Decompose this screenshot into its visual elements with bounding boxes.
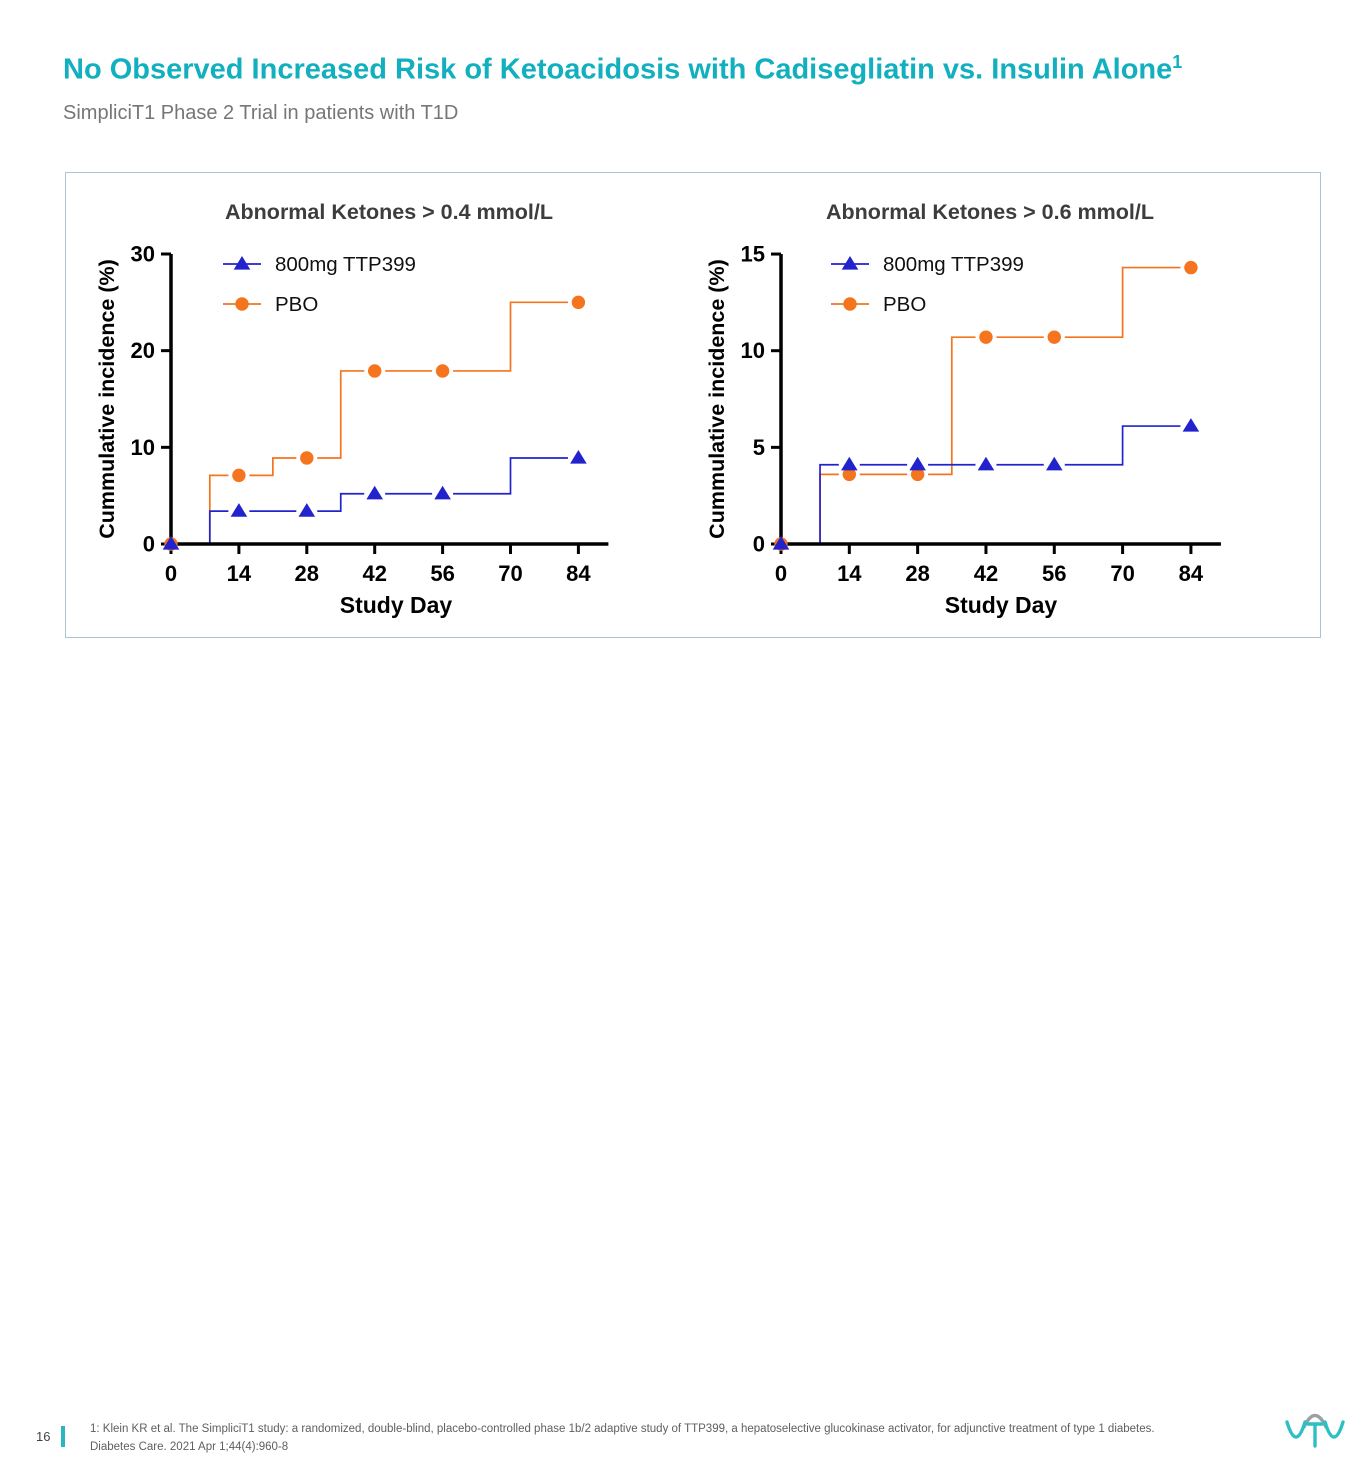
triangle-marker: [570, 449, 587, 464]
series-line-pbo: [781, 266, 1191, 545]
triangle-marker: [1182, 418, 1200, 432]
circle-marker: [842, 467, 857, 482]
triangle-marker: [434, 485, 451, 500]
series-line-800mg-ttp399: [781, 425, 1191, 545]
circle-marker: [979, 330, 993, 344]
page-number: 16: [36, 1429, 51, 1444]
legend-circle-marker: [843, 297, 857, 311]
circle-marker: [232, 468, 246, 483]
circle-marker: [910, 467, 925, 482]
y-tick-label: 30: [131, 241, 155, 266]
y-tick-label: 10: [741, 338, 765, 363]
y-tick-label: 20: [131, 338, 155, 363]
x-tick-label: 14: [227, 561, 252, 586]
legend-triangle-marker: [233, 256, 251, 270]
circle-marker: [435, 364, 450, 378]
slide-title: No Observed Increased Risk of Ketoacidos…: [63, 52, 1333, 87]
chart-ketones-0-6: 0 14 28 42 56 70 84 0 5 10 15 Abnormal Ketones > 0.…: [705, 200, 1221, 618]
slide-footer: 16 1: Klein KR et al. The SimpliciT1 stu…: [0, 700, 1365, 1453]
x-tick-label: 42: [362, 561, 386, 586]
accent-bar: [61, 1426, 65, 1447]
legend-label: 800mg TTP399: [883, 253, 1024, 276]
x-tick-label: 56: [430, 561, 454, 586]
y-axis-label: Cummulative incidence (%): [95, 259, 119, 539]
slide-subtitle: SimpliciT1 Phase 2 Trial in patients wit…: [63, 102, 459, 124]
chart-ketones-0-4: 0 14 28 42 56 70 84 0 10 20 30 Abnormal Ketones > 0…: [95, 200, 609, 618]
circle-marker: [1184, 260, 1198, 275]
series-line-800mg-ttp399: [171, 457, 579, 545]
triangle-marker: [366, 485, 383, 500]
x-tick-label: 28: [905, 561, 929, 586]
triangle-marker: [977, 456, 995, 471]
x-tick-label: 70: [1110, 561, 1134, 586]
circle-marker: [300, 451, 314, 465]
footnote-citation: 1: Klein KR et al. The SimpliciT1 study:…: [90, 1421, 1190, 1457]
triangle-marker: [298, 503, 316, 517]
x-tick-label: 70: [498, 561, 522, 586]
y-tick-label: 10: [131, 435, 155, 460]
triangle-marker: [1045, 456, 1063, 471]
legend-circle-marker: [235, 297, 249, 311]
y-tick-label: 15: [741, 242, 765, 267]
x-tick-label: 42: [974, 561, 998, 586]
x-tick-label: 84: [566, 561, 591, 586]
x-tick-label: 84: [1179, 561, 1204, 586]
x-tick-label: 14: [837, 561, 862, 586]
triangle-marker: [772, 536, 790, 550]
triangle-marker: [841, 456, 858, 471]
y-tick-label: 0: [143, 532, 155, 557]
triangle-marker: [162, 536, 180, 550]
y-tick-label: 5: [753, 435, 765, 460]
ketones-charts: 0 14 28 42 56 70 84 0 10 20 30 Abnormal Ketones > 0…: [95, 200, 1221, 618]
triangle-marker: [230, 503, 248, 517]
x-axis-label: Study Day: [945, 592, 1058, 618]
slide-title-footnote-ref: 1: [1172, 52, 1183, 72]
y-tick-label: 0: [753, 532, 765, 557]
footnote-line-1: 1: Klein KR et al. The SimpliciT1 study:…: [90, 1423, 1105, 1435]
circle-marker: [571, 295, 586, 310]
x-tick-label: 0: [775, 561, 787, 586]
x-tick-label: 56: [1042, 561, 1066, 586]
x-tick-label: 28: [295, 561, 319, 586]
legend-triangle-marker: [841, 256, 859, 270]
x-tick-label: 0: [165, 561, 177, 586]
chart-title: Abnormal Ketones > 0.4 mmol/L: [225, 200, 553, 224]
legend-label: PBO: [275, 293, 318, 316]
legend-label: 800mg TTP399: [275, 253, 416, 276]
x-axis-label: Study Day: [340, 592, 453, 618]
slide-title-text: No Observed Increased Risk of Ketoacidos…: [63, 53, 1173, 86]
chart-title: Abnormal Ketones > 0.6 mmol/L: [826, 200, 1154, 224]
charts-panel: 0 14 28 42 56 70 84 0 10 20 30 Abnormal Ketones > 0…: [65, 172, 1321, 638]
circle-marker: [368, 364, 382, 378]
triangle-marker: [909, 456, 926, 471]
circle-marker: [1047, 330, 1061, 344]
legend-label: PBO: [883, 293, 926, 316]
vtv-logo-icon: [1285, 1413, 1345, 1448]
y-axis-label: Cummulative incidence (%): [705, 259, 729, 539]
